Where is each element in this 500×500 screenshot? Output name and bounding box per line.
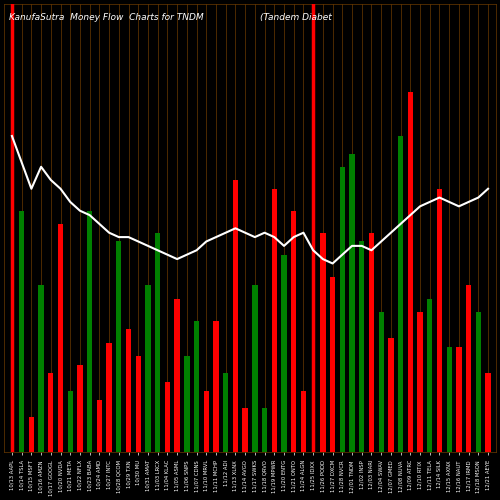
Bar [446, 347, 452, 453]
Bar [106, 342, 112, 452]
Bar [116, 242, 121, 452]
Bar [174, 298, 180, 452]
Text: (Tandem Diabet: (Tandem Diabet [260, 13, 332, 22]
Bar [486, 374, 490, 452]
Bar [369, 232, 374, 452]
Bar [136, 356, 141, 452]
Bar [155, 232, 160, 452]
Bar [466, 286, 471, 452]
Bar [58, 224, 63, 452]
Bar [204, 391, 209, 452]
Bar [233, 180, 238, 452]
Bar [28, 418, 34, 452]
Bar [378, 312, 384, 452]
Bar [437, 189, 442, 452]
Bar [194, 320, 199, 452]
Bar [330, 276, 336, 452]
Bar [78, 364, 82, 452]
Text: KanufaSutra  Money Flow  Charts for TNDM: KanufaSutra Money Flow Charts for TNDM [9, 13, 203, 22]
Bar [48, 374, 54, 452]
Bar [214, 320, 218, 452]
Bar [164, 382, 170, 452]
Bar [68, 391, 73, 452]
Bar [359, 242, 364, 452]
Bar [388, 338, 394, 452]
Bar [456, 347, 462, 453]
Bar [262, 408, 267, 453]
Bar [476, 312, 481, 452]
Bar [320, 232, 326, 452]
Bar [282, 254, 286, 452]
Bar [184, 356, 190, 452]
Bar [408, 92, 413, 453]
Bar [38, 286, 44, 452]
Bar [398, 136, 404, 452]
Bar [242, 408, 248, 453]
Bar [350, 154, 354, 453]
Bar [340, 167, 345, 452]
Bar [291, 210, 296, 452]
Bar [96, 400, 102, 452]
Bar [87, 210, 92, 452]
Bar [427, 298, 432, 452]
Bar [301, 391, 306, 452]
Bar [223, 374, 228, 452]
Bar [146, 286, 150, 452]
Bar [418, 312, 422, 452]
Bar [252, 286, 258, 452]
Bar [126, 330, 131, 452]
Bar [19, 210, 24, 452]
Bar [272, 189, 277, 452]
